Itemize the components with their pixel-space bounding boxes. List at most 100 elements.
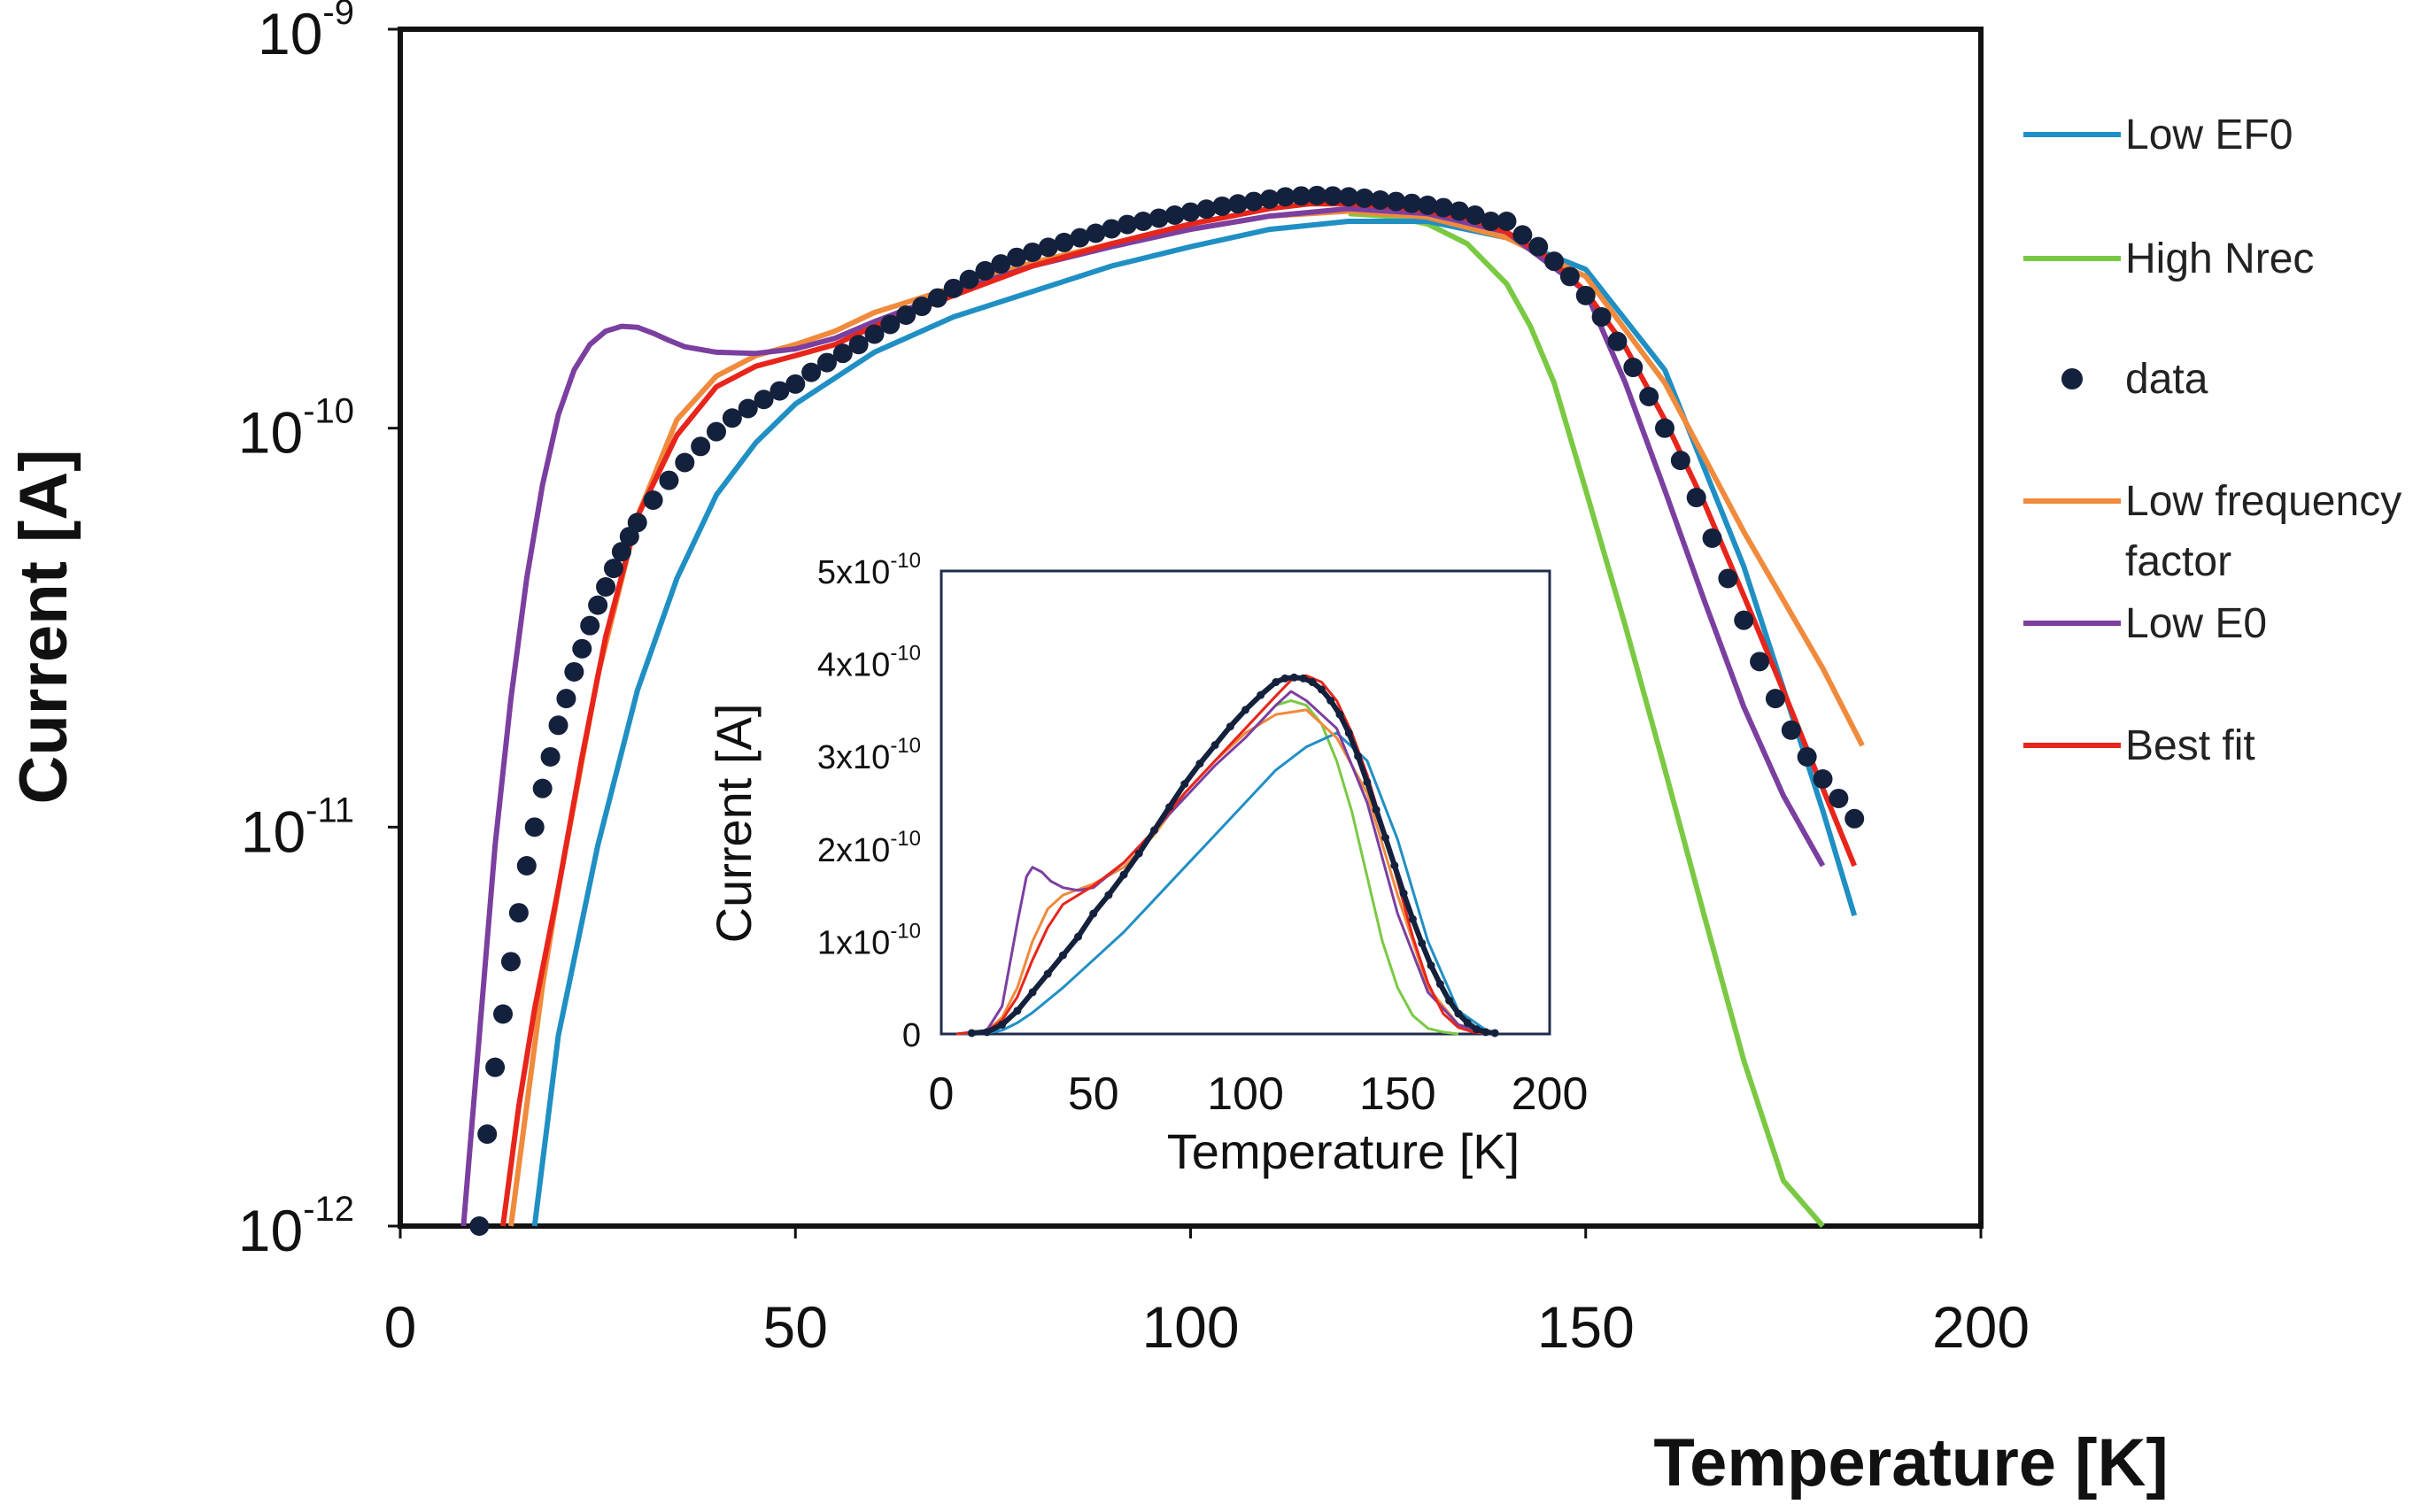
main-data-point <box>991 254 1011 274</box>
main-x-tick-label: 50 <box>763 1294 828 1360</box>
main-data-point <box>1797 746 1817 767</box>
inset-x-tick-label: 50 <box>1068 1068 1119 1120</box>
legend-label-low-frequency-factor: factor <box>2125 538 2231 585</box>
main-data-point <box>927 288 947 308</box>
main-data-point <box>975 260 995 281</box>
legend-item-high-nrec: High Nrec <box>2023 235 2314 282</box>
main-data-point <box>1528 236 1549 257</box>
main-data-point <box>1481 211 1501 231</box>
main-data-point <box>1086 223 1106 243</box>
main-data-point <box>1765 689 1785 709</box>
main-data-point <box>1212 196 1233 216</box>
main-data-point <box>754 390 774 410</box>
legend-item-best-fit: Best fit <box>2023 722 2255 769</box>
inset-y-tick-label: 0 <box>902 1017 921 1054</box>
main-data-point <box>1449 201 1469 221</box>
main-series-data <box>469 185 1865 1236</box>
inset-chart: 0 50 100 150 200 0 1x10-10 2x10-10 3x10-10 4x10-1… <box>706 549 1588 1179</box>
main-data-point <box>564 661 584 682</box>
inset-series <box>956 673 1499 1038</box>
main-data-point <box>588 595 608 615</box>
legend-item-low-ef0: Low EF0 <box>2023 112 2293 158</box>
main-data-point <box>493 1004 514 1024</box>
main-data-point <box>1813 768 1833 789</box>
main-data-point <box>485 1057 506 1077</box>
main-x-tick-label: 200 <box>1932 1294 2030 1360</box>
main-data-point <box>1370 190 1390 211</box>
main-data-point <box>896 305 916 325</box>
main-data-point <box>1180 202 1201 222</box>
main-x-tick-label: 150 <box>1537 1294 1635 1360</box>
main-data-point <box>1418 195 1438 215</box>
main-data-point <box>1829 788 1849 808</box>
main-data-point <box>627 513 647 533</box>
main-data-point <box>1559 266 1580 287</box>
main-data-point <box>1718 568 1738 589</box>
main-data-point <box>516 856 537 876</box>
main-y-tick-label: 10-11 <box>241 791 354 864</box>
main-data-point <box>1275 187 1295 207</box>
main-data-point <box>1734 610 1754 630</box>
main-data-point <box>659 470 679 490</box>
main-data-point <box>1323 186 1343 206</box>
inset-y-tick-label: 4x10-10 <box>817 642 921 684</box>
main-data-point <box>1307 185 1327 205</box>
main-series-low-ef0-line <box>531 219 1858 1227</box>
inset-y-axis-label: Current [A] <box>706 704 762 944</box>
inset-x-tick-label: 100 <box>1207 1068 1284 1120</box>
main-data-point <box>1607 331 1628 351</box>
main-data-point <box>1228 194 1249 214</box>
legend-item-data: data <box>2061 356 2208 403</box>
main-data-point <box>643 490 663 510</box>
legend-label-low-ef0: Low EF0 <box>2125 112 2293 158</box>
main-data-point <box>1402 193 1422 213</box>
main-data-point <box>770 381 790 401</box>
main-data-point <box>1133 211 1153 231</box>
main-data-point <box>959 269 979 289</box>
main-y-axis-label: Current [A] <box>6 449 81 804</box>
main-data-point <box>1465 204 1485 225</box>
main-y-tick-label: 10-12 <box>238 1190 354 1263</box>
main-x-axis-label: Temperature [K] <box>1653 1425 2168 1500</box>
main-data-point <box>816 352 837 373</box>
main-data-point <box>1623 358 1643 378</box>
main-data-point <box>1259 189 1280 209</box>
main-data-point <box>880 314 901 335</box>
main-data-point <box>1670 451 1690 471</box>
main-data-point <box>1054 232 1074 252</box>
main-data-point <box>1845 808 1865 829</box>
main-data-point <box>832 343 853 364</box>
main-data-point <box>1339 187 1358 207</box>
main-data-point <box>500 952 521 972</box>
main-data-point <box>1118 214 1138 235</box>
main-data-point <box>864 324 885 344</box>
main-chart: 0 50 100 150 200 10-9 10-10 10-11 10-12 Current … <box>6 0 2169 1500</box>
main-data-point <box>912 297 932 317</box>
main-data-point <box>801 362 822 382</box>
inset-series-data <box>967 673 1499 1038</box>
main-data-point <box>1386 191 1406 212</box>
main-data-point <box>785 374 806 394</box>
inset-x-axis-label: Temperature [K] <box>1167 1123 1520 1179</box>
legend-item-low-e0: Low E0 <box>2023 600 2267 647</box>
main-data-point <box>1164 204 1185 225</box>
main-data-point <box>1702 528 1722 548</box>
main-data-point <box>1291 186 1311 206</box>
legend-item-low-frequency-factor: Low frequency factor <box>2023 478 2401 585</box>
main-data-point <box>1686 488 1706 508</box>
main-data-point <box>1750 652 1770 672</box>
inset-data-trace <box>971 675 1496 1036</box>
legend-marker-data <box>2061 368 2083 390</box>
main-data-point <box>508 903 529 923</box>
main-data-point <box>556 689 576 709</box>
main-data-point <box>1639 386 1659 406</box>
main-data-point <box>1196 199 1217 220</box>
legend-label-data: data <box>2125 356 2208 403</box>
legend-label-high-nrec: High Nrec <box>2125 235 2314 282</box>
main-data-point <box>524 817 545 837</box>
main-data-point <box>548 715 568 736</box>
inset-y-tick-label: 1x10-10 <box>817 919 921 961</box>
main-data-point <box>572 638 592 659</box>
main-data-point <box>603 559 623 579</box>
